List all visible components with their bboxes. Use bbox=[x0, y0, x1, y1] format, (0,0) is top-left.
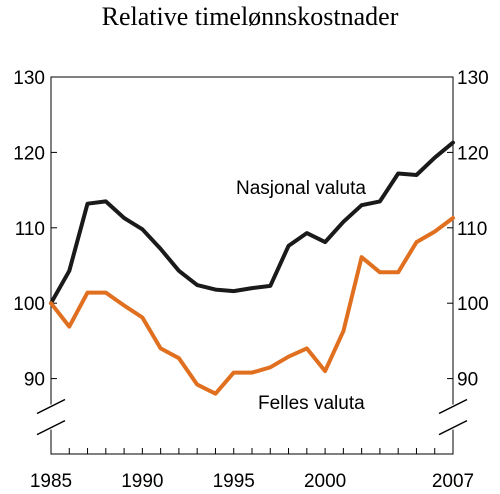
axis-break-mark bbox=[36, 398, 66, 415]
y-tick-label-left: 110 bbox=[15, 219, 45, 240]
y-tick-label-right: 100 bbox=[457, 294, 489, 315]
y-tick-label-right: 90 bbox=[457, 370, 478, 391]
series-label-nasjonal: Nasjonal valuta bbox=[236, 178, 366, 199]
y-tick-label-left: 120 bbox=[13, 143, 45, 164]
x-tick-label: 2000 bbox=[304, 471, 346, 492]
y-tick-label-left: 130 bbox=[13, 68, 45, 89]
x-tick-label: 2007 bbox=[432, 471, 474, 492]
x-tick-label: 1995 bbox=[213, 471, 255, 492]
axis-break-mark bbox=[438, 419, 468, 436]
series-line-felles bbox=[49, 216, 455, 396]
y-tick-label-right: 120 bbox=[457, 143, 489, 164]
axis-ticks: 90 90 100 100 110 110 120 120 130 130 1985 1990 1995… bbox=[13, 68, 488, 492]
series-line-nasjonal bbox=[49, 140, 455, 306]
axis-break-gap bbox=[439, 404, 467, 430]
chart-title: Relative timelønnskostnader bbox=[101, 2, 399, 31]
axis-breaks bbox=[36, 398, 468, 436]
y-tick-label-left: 100 bbox=[13, 294, 45, 315]
axis-break-mark bbox=[36, 419, 66, 436]
y-tick-label-right: 110 bbox=[457, 219, 487, 240]
series-label-felles: Felles valuta bbox=[258, 393, 365, 414]
axis-break-mark bbox=[438, 398, 468, 415]
x-tick-label: 1990 bbox=[121, 471, 163, 492]
y-tick-label-right: 130 bbox=[457, 68, 489, 89]
x-tick-label: 1985 bbox=[30, 471, 72, 492]
axis-break-gap bbox=[37, 404, 65, 430]
series-lines bbox=[49, 140, 455, 396]
y-tick-label-left: 90 bbox=[24, 370, 45, 391]
plot-frame bbox=[50, 76, 454, 455]
